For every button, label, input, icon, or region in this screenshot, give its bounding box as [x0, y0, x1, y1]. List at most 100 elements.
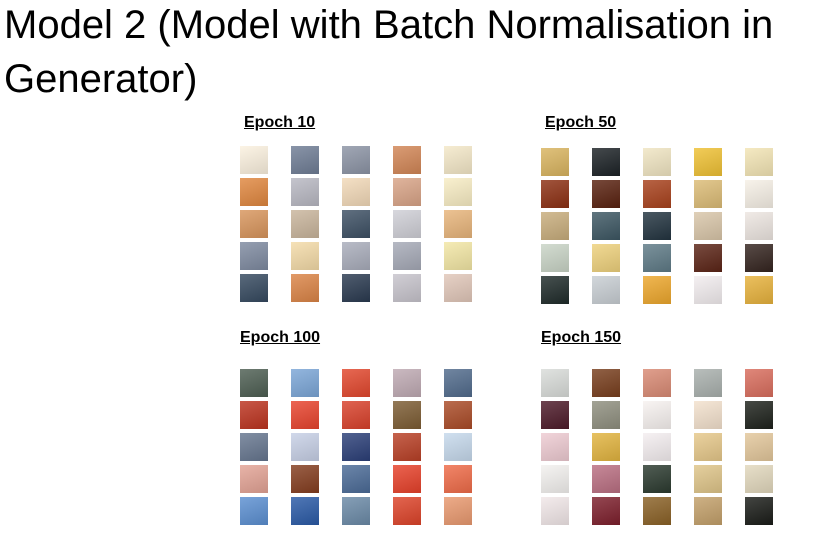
generated-sample-image	[393, 497, 421, 525]
generated-sample-image	[694, 180, 722, 208]
generated-sample-image	[291, 401, 319, 429]
generated-sample-image	[541, 212, 569, 240]
generated-sample-image	[393, 178, 421, 206]
generated-sample-image	[444, 146, 472, 174]
generated-sample-image	[342, 242, 370, 270]
generated-sample-image	[592, 401, 620, 429]
generated-sample-image	[541, 276, 569, 304]
generated-sample-image	[541, 465, 569, 493]
generated-sample-image	[643, 180, 671, 208]
generated-sample-image	[291, 433, 319, 461]
generated-sample-image	[444, 242, 472, 270]
generated-sample-image	[745, 244, 773, 272]
generated-sample-image	[393, 274, 421, 302]
generated-sample-image	[541, 180, 569, 208]
generated-sample-image	[541, 369, 569, 397]
generated-sample-image	[444, 369, 472, 397]
generated-sample-image	[592, 244, 620, 272]
generated-sample-image	[694, 433, 722, 461]
generated-sample-image	[444, 401, 472, 429]
generated-sample-image	[592, 369, 620, 397]
generated-sample-image	[240, 401, 268, 429]
panel-label: Epoch 50	[545, 114, 617, 131]
sample-grid	[240, 369, 472, 525]
generated-sample-image	[694, 369, 722, 397]
generated-sample-image	[291, 369, 319, 397]
generated-sample-image	[342, 210, 370, 238]
generated-sample-image	[291, 497, 319, 525]
generated-sample-image	[745, 148, 773, 176]
generated-sample-image	[643, 148, 671, 176]
generated-sample-image	[342, 274, 370, 302]
generated-sample-image	[291, 242, 319, 270]
generated-sample-image	[592, 497, 620, 525]
generated-sample-image	[745, 212, 773, 240]
generated-sample-image	[643, 244, 671, 272]
generated-sample-image	[342, 369, 370, 397]
generated-sample-image	[643, 497, 671, 525]
generated-sample-image	[745, 369, 773, 397]
sample-grid	[541, 148, 773, 304]
generated-sample-image	[592, 148, 620, 176]
generated-sample-image	[291, 274, 319, 302]
generated-sample-image	[444, 274, 472, 302]
generated-sample-image	[240, 369, 268, 397]
generated-sample-image	[694, 465, 722, 493]
generated-sample-image	[240, 178, 268, 206]
generated-sample-image	[342, 497, 370, 525]
generated-sample-image	[444, 210, 472, 238]
generated-sample-image	[694, 244, 722, 272]
generated-sample-image	[393, 433, 421, 461]
generated-sample-image	[291, 146, 319, 174]
generated-sample-image	[291, 465, 319, 493]
generated-sample-image	[393, 242, 421, 270]
generated-sample-image	[643, 369, 671, 397]
generated-sample-image	[240, 146, 268, 174]
generated-sample-image	[342, 401, 370, 429]
generated-sample-image	[291, 210, 319, 238]
generated-sample-image	[694, 148, 722, 176]
generated-sample-image	[592, 180, 620, 208]
generated-sample-image	[643, 401, 671, 429]
generated-sample-image	[342, 465, 370, 493]
generated-sample-image	[444, 433, 472, 461]
generated-sample-image	[240, 465, 268, 493]
generated-sample-image	[393, 146, 421, 174]
generated-sample-image	[592, 212, 620, 240]
generated-sample-image	[745, 465, 773, 493]
generated-sample-image	[342, 433, 370, 461]
generated-sample-image	[694, 276, 722, 304]
generated-sample-image	[541, 497, 569, 525]
generated-sample-image	[393, 369, 421, 397]
panel-label: Epoch 150	[541, 329, 622, 346]
generated-sample-image	[592, 276, 620, 304]
generated-sample-image	[393, 465, 421, 493]
panel-label: Epoch 10	[244, 114, 316, 131]
generated-sample-image	[240, 210, 268, 238]
generated-sample-image	[694, 497, 722, 525]
generated-sample-image	[240, 274, 268, 302]
generated-sample-image	[694, 212, 722, 240]
generated-sample-image	[342, 178, 370, 206]
generated-sample-image	[444, 497, 472, 525]
generated-sample-image	[745, 276, 773, 304]
generated-sample-image	[541, 244, 569, 272]
generated-sample-image	[342, 146, 370, 174]
generated-sample-image	[541, 433, 569, 461]
sample-grid	[240, 146, 472, 302]
generated-sample-image	[745, 497, 773, 525]
generated-sample-image	[643, 465, 671, 493]
generated-sample-image	[240, 242, 268, 270]
generated-sample-image	[393, 401, 421, 429]
generated-sample-image	[643, 433, 671, 461]
generated-sample-image	[444, 465, 472, 493]
generated-sample-image	[393, 210, 421, 238]
generated-sample-image	[745, 180, 773, 208]
generated-sample-image	[694, 401, 722, 429]
generated-sample-image	[643, 212, 671, 240]
generated-sample-image	[745, 433, 773, 461]
generated-sample-image	[240, 497, 268, 525]
panel-label: Epoch 100	[240, 329, 321, 346]
generated-sample-image	[541, 148, 569, 176]
generated-sample-image	[592, 433, 620, 461]
